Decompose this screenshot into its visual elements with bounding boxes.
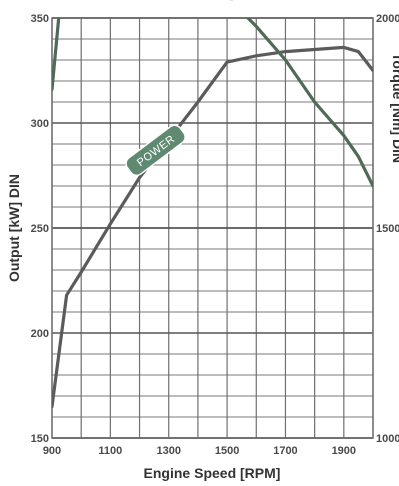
series-label-badge — [125, 124, 186, 177]
tick-labels: 900 1100 1300 1500 1700 1900 150 200 250 300 350 10… — [31, 13, 399, 457]
y-left-tick-label: 250 — [31, 223, 49, 235]
x-axis-title: Engine Speed [RPM] — [144, 465, 281, 481]
x-tick-label: 900 — [43, 445, 61, 457]
series-lines — [52, 18, 373, 409]
y-left-tick-label: 350 — [31, 13, 49, 25]
x-tick-label: 1500 — [215, 445, 239, 457]
series-line-torque — [52, 18, 373, 188]
x-tick-label: 1100 — [98, 445, 122, 457]
y-axis-left-title: Output [kW] DIN — [6, 174, 22, 282]
x-tick-label: 1700 — [273, 445, 297, 457]
y-right-tick-label: 2000 — [376, 13, 399, 25]
x-tick-label: 1300 — [156, 445, 180, 457]
series-labels: POWER TORQUE — [125, 0, 242, 177]
y-left-tick-label: 200 — [31, 328, 49, 340]
plot-frame — [51, 17, 374, 439]
y-axis-right-title: Torque [Nm] DIN — [390, 53, 399, 163]
y-right-tick-label: 1000 — [376, 433, 399, 445]
y-left-tick-label: 150 — [31, 433, 49, 445]
y-right-tick-label: 1500 — [376, 223, 399, 235]
series-line-power — [52, 45, 373, 409]
series-label-torque: TORQUE — [174, 0, 242, 2]
y-left-tick-label: 300 — [31, 118, 49, 130]
series-label-badge — [174, 0, 242, 2]
x-tick-label: 1900 — [332, 445, 356, 457]
series-label-power: POWER — [125, 124, 186, 177]
